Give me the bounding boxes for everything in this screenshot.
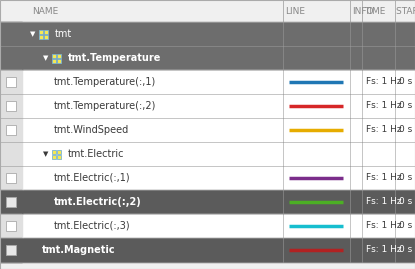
Text: Fs: 1 Hz: Fs: 1 Hz [366,101,402,111]
Bar [52,150,56,154]
Text: tmt.Temperature: tmt.Temperature [68,53,161,63]
Bar [0,190,22,214]
Bar [44,30,48,34]
Text: tmt.Electric(:,3): tmt.Electric(:,3) [54,221,131,231]
Bar [0,22,22,46]
Text: Fs: 1 Hz: Fs: 1 Hz [366,126,402,134]
Text: 0 s: 0 s [399,174,412,182]
Bar [0,166,22,190]
Text: tmt.Electric(:,1): tmt.Electric(:,1) [54,173,131,183]
Text: LINE: LINE [285,6,305,16]
Text: 0 s: 0 s [399,246,412,254]
Bar [52,54,56,58]
Bar [6,173,16,183]
Bar [0,0,415,22]
Text: Fs: 1 Hz: Fs: 1 Hz [366,77,402,87]
Bar [0,118,22,142]
Bar [0,94,415,118]
Bar [0,214,415,238]
Bar [0,238,22,262]
Text: START TIME  ⚙: START TIME ⚙ [396,6,415,16]
Text: ▼: ▼ [30,31,35,37]
Text: tmt.Electric: tmt.Electric [68,149,124,159]
Bar [39,34,43,39]
Text: tmt.Magnetic: tmt.Magnetic [42,245,116,255]
Bar [52,58,56,63]
Bar [0,238,415,262]
Text: 0 s: 0 s [399,197,412,207]
Bar [6,197,16,207]
Bar [0,22,415,46]
Bar [6,125,16,135]
Text: TIME: TIME [364,6,386,16]
Text: tmt.WindSpeed: tmt.WindSpeed [54,125,129,135]
Text: ▼: ▼ [43,151,49,157]
Text: tmt: tmt [55,29,72,39]
Text: Fs: 1 Hz: Fs: 1 Hz [366,174,402,182]
Text: Fs: 1 Hz: Fs: 1 Hz [366,246,402,254]
Bar [0,166,415,190]
Bar [0,214,22,238]
Bar [52,154,56,159]
Bar [39,30,43,34]
Bar [6,77,16,87]
Bar [0,70,415,94]
Text: Fs: 1 Hz: Fs: 1 Hz [366,221,402,231]
Bar [0,94,22,118]
Text: 0 s: 0 s [399,221,412,231]
Text: tmt.Temperature(:,2): tmt.Temperature(:,2) [54,101,156,111]
Text: ▼: ▼ [43,55,49,61]
Bar [6,245,16,255]
Bar [6,101,16,111]
Text: 0 s: 0 s [399,126,412,134]
Text: INFO: INFO [352,6,374,16]
Bar [57,54,61,58]
Bar [0,190,415,214]
Text: tmt.Temperature(:,1): tmt.Temperature(:,1) [54,77,156,87]
Text: Fs: 1 Hz: Fs: 1 Hz [366,197,402,207]
Bar [0,46,22,70]
Text: 0 s: 0 s [399,101,412,111]
Bar [44,34,48,39]
Text: NAME: NAME [32,6,58,16]
Bar [0,142,415,166]
Bar [0,142,22,166]
Bar [57,150,61,154]
Bar [0,118,415,142]
Bar [57,154,61,159]
Bar [6,221,16,231]
Text: 0 s: 0 s [399,77,412,87]
Text: tmt.Electric(:,2): tmt.Electric(:,2) [54,197,142,207]
Bar [57,58,61,63]
Bar [0,46,415,70]
Bar [0,70,22,94]
